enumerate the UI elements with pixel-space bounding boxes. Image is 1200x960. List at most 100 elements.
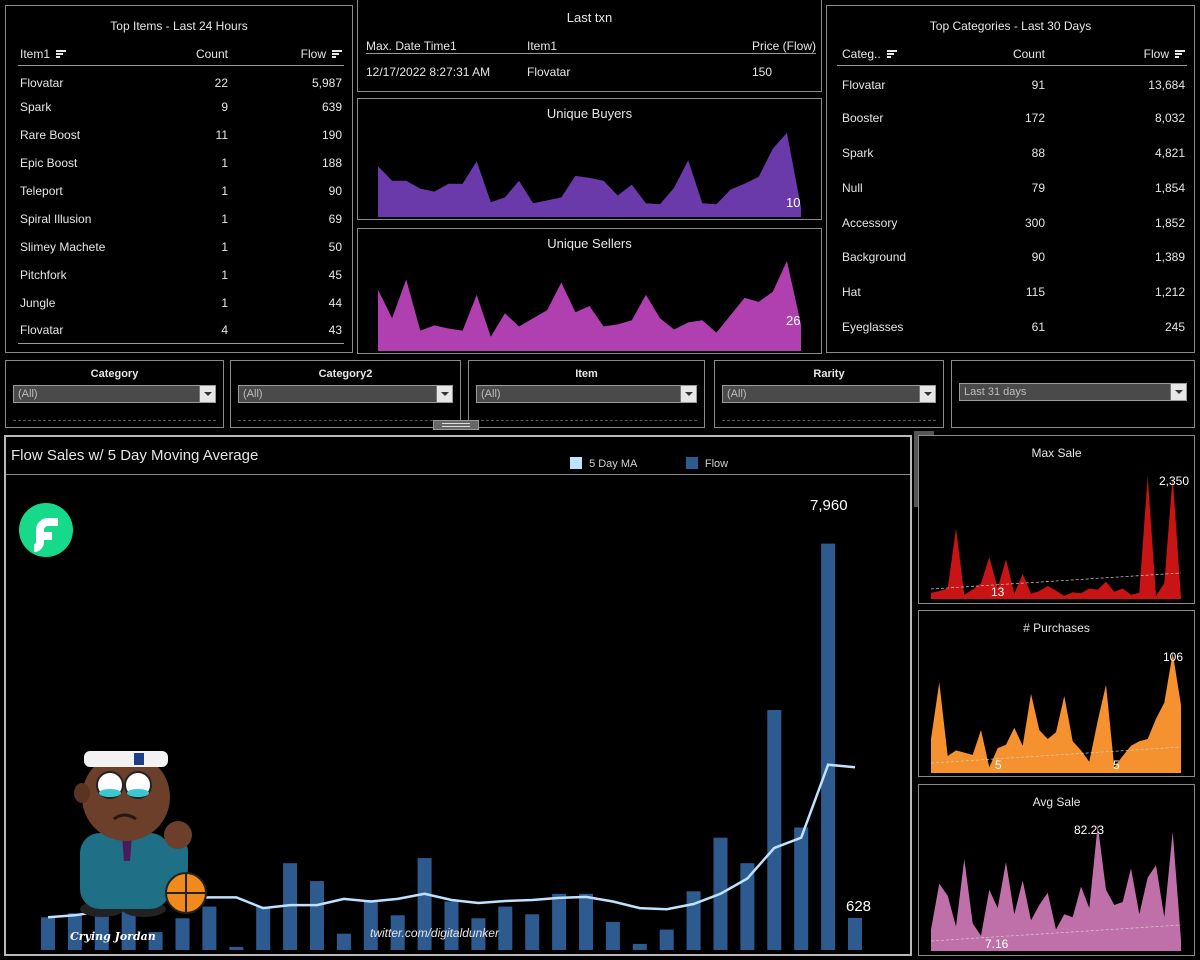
purchases-title: # Purchases: [1023, 621, 1090, 635]
sort-icon[interactable]: [56, 50, 67, 59]
main-chart-panel[interactable]: Flow Sales w/ 5 Day Moving Average 5 Day…: [4, 435, 912, 956]
column-header-item[interactable]: Item1: [20, 47, 51, 61]
flow-bar[interactable]: [767, 710, 782, 950]
flow-bar[interactable]: [659, 929, 674, 950]
table-row[interactable]: Jungle 1 44: [18, 289, 344, 317]
top-items-table: Item1 Count Flow Flovatar 22 5,987 Spark 9 63…: [18, 47, 344, 344]
cell-name: Pitchfork: [20, 267, 67, 282]
column-header-flow[interactable]: Flow: [300, 47, 326, 61]
dropdown-value: (All): [18, 388, 38, 400]
table-row[interactable]: Pitchfork 1 45: [18, 261, 344, 289]
cell-name: Accessory: [842, 215, 898, 230]
flow-bar[interactable]: [41, 917, 55, 950]
flow-bar[interactable]: [310, 881, 324, 950]
cell-flow: 45: [328, 267, 342, 282]
flow-bar[interactable]: [740, 863, 755, 950]
chevron-down-icon[interactable]: [680, 386, 696, 402]
legend-label-flow: Flow: [704, 458, 729, 470]
rarity-dropdown[interactable]: (All): [722, 385, 936, 403]
sort-icon[interactable]: [1175, 50, 1185, 59]
table-row[interactable]: Flovatar 22 5,987: [18, 66, 344, 94]
flow-logo: [19, 503, 73, 557]
flow-bar[interactable]: [336, 933, 351, 950]
column-header-max-date[interactable]: Max. Date Time1: [366, 39, 457, 53]
flow-bar[interactable]: [390, 915, 405, 950]
cell-count: 90: [1031, 250, 1045, 265]
column-header-count[interactable]: Count: [168, 47, 228, 66]
cell-count: 11: [215, 128, 228, 143]
cell-flow: 1,852: [1154, 215, 1185, 230]
chevron-down-icon[interactable]: [919, 386, 935, 402]
table-row[interactable]: Eyeglasses 61 245: [837, 310, 1187, 345]
flow-bar[interactable]: [821, 543, 836, 950]
column-header-flow[interactable]: Flow: [1143, 47, 1169, 61]
table-row[interactable]: Slimey Machete 1 50: [18, 233, 344, 261]
last-txn-panel: Last txn Max. Date Time1 Item1 Price (Fl…: [357, 0, 822, 92]
flow-bar[interactable]: [498, 906, 513, 950]
flow-bar[interactable]: [579, 893, 593, 950]
flow-sales-chart: [41, 543, 862, 951]
legend-label-ma: 5 Day MA: [589, 458, 637, 470]
flow-bar[interactable]: [363, 900, 378, 950]
flow-bar[interactable]: [283, 863, 298, 950]
flow-bar[interactable]: [256, 906, 271, 950]
chevron-down-icon[interactable]: [199, 386, 215, 402]
table-row[interactable]: Epic Boost 1 188: [18, 149, 344, 177]
column-header-count[interactable]: Count: [987, 47, 1045, 66]
column-header-category[interactable]: Categ..: [842, 47, 881, 61]
flow-bar[interactable]: [417, 858, 432, 950]
last-txn-title: Last txn: [566, 10, 613, 25]
flow-bar[interactable]: [848, 917, 862, 950]
flow-bar[interactable]: [686, 891, 701, 950]
headband: [84, 751, 168, 767]
table-row[interactable]: Spark 9 639: [18, 93, 344, 121]
top-categories-panel: Top Categories - Last 30 Days Categ.. Co…: [826, 5, 1195, 353]
flow-bar[interactable]: [552, 893, 567, 950]
table-row[interactable]: Booster 172 8,032: [837, 100, 1187, 135]
flow-bar[interactable]: [471, 918, 486, 950]
flow-bar[interactable]: [202, 906, 217, 950]
table-row[interactable]: Spiral Illusion 1 69: [18, 205, 344, 233]
flow-bar[interactable]: [605, 921, 620, 950]
max-sale-chart: [930, 475, 1182, 599]
divider: [722, 420, 936, 421]
column-header-price[interactable]: Price (Flow): [751, 39, 816, 53]
sort-icon[interactable]: [886, 50, 897, 59]
flow-bar[interactable]: [148, 932, 163, 950]
chevron-down-icon[interactable]: [1170, 384, 1186, 400]
flow-bar[interactable]: [67, 913, 82, 950]
cell-flow: 1,389: [1154, 250, 1185, 265]
table-row[interactable]: Teleport 1 90: [18, 177, 344, 205]
table-row[interactable]: Rare Boost 11 190: [18, 121, 344, 149]
last-txn-header: Max. Date Time1 Item1 Price (Flow): [366, 39, 816, 54]
table-row[interactable]: Flovatar 4 43: [18, 317, 344, 345]
cell-name: Flovatar: [842, 78, 886, 93]
date-range-dropdown[interactable]: Last 31 days: [959, 383, 1187, 401]
splitter-handle[interactable]: [433, 420, 479, 430]
filter-label: Category2: [318, 368, 373, 380]
flow-bar[interactable]: [229, 946, 244, 950]
flow-bar[interactable]: [94, 908, 109, 950]
chevron-down-icon[interactable]: [436, 386, 452, 402]
sort-icon[interactable]: [332, 50, 342, 59]
category-dropdown[interactable]: (All): [13, 385, 216, 403]
legend-swatch-flow: [685, 457, 698, 469]
table-row[interactable]: Spark 88 4,821: [837, 135, 1187, 170]
flow-bar[interactable]: [794, 827, 809, 951]
purchases-low-label-2: 5: [1113, 758, 1120, 772]
flow-bar[interactable]: [632, 943, 647, 950]
flow-bar[interactable]: [175, 918, 190, 950]
table-row[interactable]: Accessory 300 1,852: [837, 205, 1187, 240]
category2-dropdown[interactable]: (All): [238, 385, 453, 403]
flow-bar[interactable]: [444, 901, 459, 951]
table-row[interactable]: Flovatar 91 13,684: [837, 66, 1187, 101]
tears: [127, 789, 149, 797]
flow-bar[interactable]: [525, 914, 540, 950]
table-row[interactable]: Hat 115 1,212: [837, 275, 1187, 310]
filter-date-range: Last 31 days: [951, 360, 1195, 428]
table-row[interactable]: Null 79 1,854: [837, 170, 1187, 205]
basketball-seam: [166, 873, 206, 913]
item-dropdown[interactable]: (All): [476, 385, 697, 403]
column-header-item[interactable]: Item1: [527, 39, 558, 53]
table-row[interactable]: Background 90 1,389: [837, 240, 1187, 275]
